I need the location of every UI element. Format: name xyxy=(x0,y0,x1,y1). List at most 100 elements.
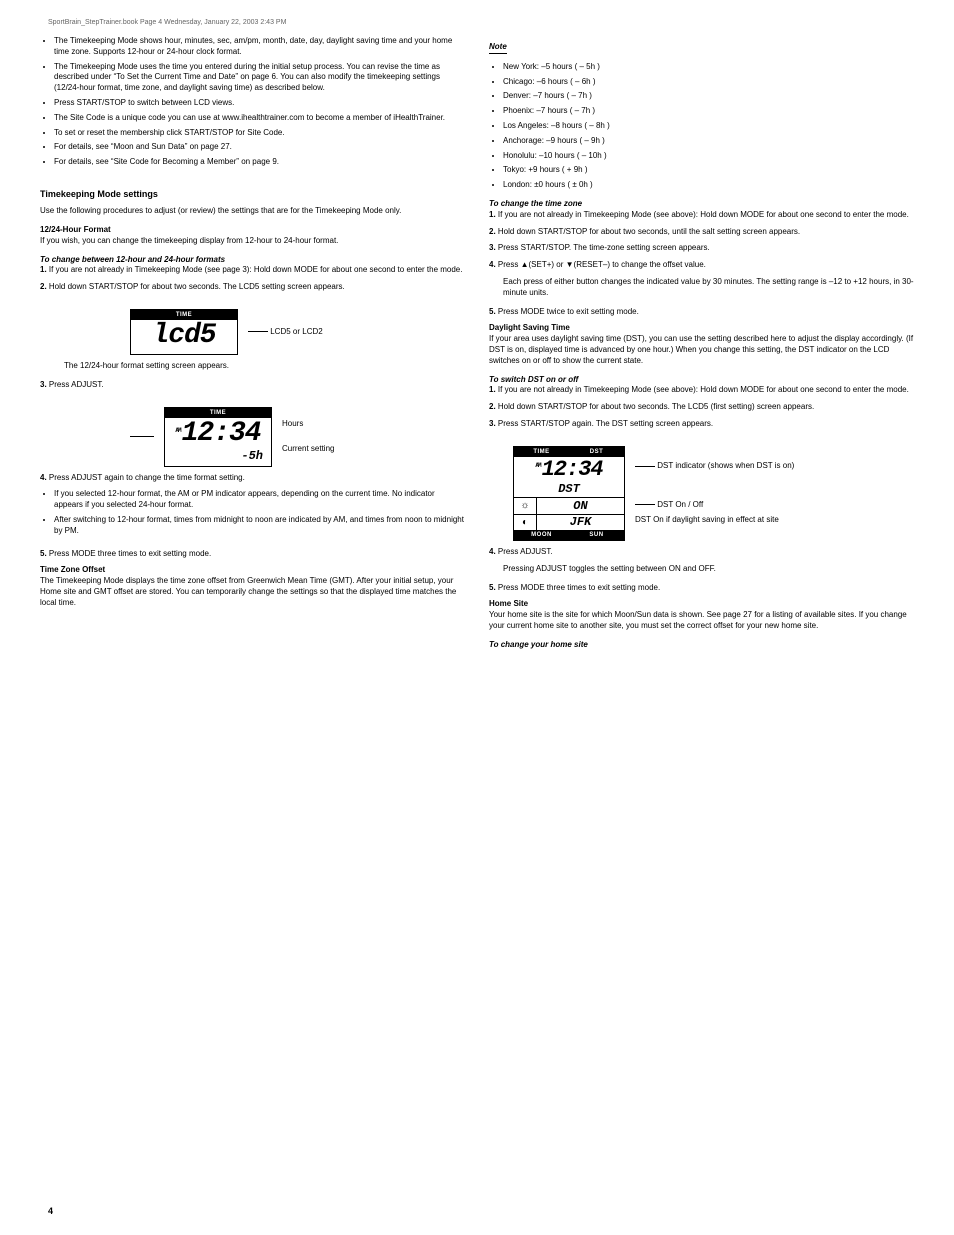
tz-list: New York: –5 hours ( – 5h ) Chicago: –6 … xyxy=(489,62,914,191)
list-item: Denver: –7 hours ( – 7h ) xyxy=(503,91,914,102)
dst-heading: Daylight Saving Time xyxy=(489,323,914,334)
lcd-title-bar: TIME xyxy=(131,310,237,320)
step-3: 3. Press START/STOP again. The DST setti… xyxy=(489,419,914,430)
step-4: 4. Press ADJUST again to change the time… xyxy=(40,473,465,484)
intro-bullet-list: The Timekeeping Mode shows hour, minutes… xyxy=(40,36,465,172)
step-5: 5. Press MODE three times to exit settin… xyxy=(40,549,465,560)
step-1: 1. If you are not already in Timekeeping… xyxy=(489,210,914,221)
format-text: If you wish, you can change the timekeep… xyxy=(40,236,465,247)
lcd-offset: -5h xyxy=(241,450,263,462)
callout-dst-indicator: DST indicator (shows when DST is on) xyxy=(657,461,794,470)
right-column: Note New York: –5 hours ( – 5h ) Chicago… xyxy=(489,36,914,1215)
figure-note: The 12/24-hour format setting screen app… xyxy=(64,361,465,372)
step-3: 3. Press START/STOP. The time-zone setti… xyxy=(489,243,914,254)
running-header: SportBrain_StepTrainer.book Page 4 Wedne… xyxy=(48,18,286,27)
sun-icon: ☼ xyxy=(514,498,536,514)
step-4: 4. Press ▲(SET+) or ▼(RESET–) to change … xyxy=(489,260,914,271)
lcd-segments: lcd5 xyxy=(152,322,215,350)
format-proc-heading: To change between 12-hour and 24-hour fo… xyxy=(40,255,465,266)
step-text: Press MODE twice to exit setting mode. xyxy=(498,307,639,316)
lcd-display: TIME lcd5 xyxy=(130,309,238,355)
settings-intro: Use the following procedures to adjust (… xyxy=(40,206,465,217)
list-item: Chicago: –6 hours ( – 6h ) xyxy=(503,77,914,88)
step-2: 2. Hold down START/STOP for about two se… xyxy=(40,282,465,293)
tz-text: The Timekeeping Mode displays the time z… xyxy=(40,576,465,608)
list-item: If you selected 12-hour format, the AM o… xyxy=(54,489,465,511)
step-text: Press ADJUST again to change the time fo… xyxy=(49,473,245,482)
list-item: London: ±0 hours ( ± 0h ) xyxy=(503,180,914,191)
dst-proc-heading: To switch DST on or off xyxy=(489,375,914,386)
figure-lcd5: TIME lcd5 LCD5 or LCD2 xyxy=(130,309,465,355)
figure-callout-right: Hours Current setting xyxy=(282,419,334,455)
dst-toggle-note: Pressing ADJUST toggles the setting betw… xyxy=(503,564,914,575)
settings-heading: Timekeeping Mode settings xyxy=(40,188,465,200)
step-4: 4. Press ADJUST. xyxy=(489,547,914,558)
step-1: 1. If you are not already in Timekeeping… xyxy=(489,385,914,396)
list-item: Anchorage: –9 hours ( – 9h ) xyxy=(503,136,914,147)
tz-heading: Time Zone Offset xyxy=(40,565,465,576)
lcd-time: AM12:34 xyxy=(535,459,602,481)
step-3: 3. Press ADJUST. xyxy=(40,380,465,391)
lcd-title-bar: TIME DST xyxy=(514,447,624,457)
step-text: Press MODE three times to exit setting m… xyxy=(49,549,211,558)
format-heading: 12/24-Hour Format xyxy=(40,225,465,236)
step-text: Hold down START/STOP for about two secon… xyxy=(49,282,345,291)
list-item: For details, see “Moon and Sun Data” on … xyxy=(54,142,465,153)
list-item: For details, see “Site Code for Becoming… xyxy=(54,157,465,168)
list-item: Tokyo: +9 hours ( + 9h ) xyxy=(503,165,914,176)
step-text: If you are not already in Timekeeping Mo… xyxy=(49,265,463,274)
dst-state: ON xyxy=(537,498,624,514)
step-text: Press START/STOP again. The DST setting … xyxy=(498,419,713,428)
lcd-display: TIME DST AM12:34 DST ☼ ◐ ON JFK xyxy=(513,446,625,541)
list-item: Phoenix: –7 hours ( – 7h ) xyxy=(503,106,914,117)
moon-icon: ◐ xyxy=(514,514,536,530)
figure-dst: TIME DST AM12:34 DST ☼ ◐ ON JFK xyxy=(513,446,914,541)
site-code: JFK xyxy=(537,514,624,530)
tz-proc-heading: To change the time zone xyxy=(489,199,914,210)
list-item: Los Angeles: –8 hours ( – 8h ) xyxy=(503,121,914,132)
figure-time-offset: TIME AM12:34 -5h Hours Current setting xyxy=(130,407,465,467)
figure-callouts: DST indicator (shows when DST is on) DST… xyxy=(635,461,794,525)
step-text: Hold down START/STOP for about two secon… xyxy=(498,402,814,411)
step-1: 1. If you are not already in Timekeeping… xyxy=(40,265,465,276)
step-5: 5. Press MODE twice to exit setting mode… xyxy=(489,307,914,318)
home-heading: Home Site xyxy=(489,599,914,610)
list-item: New York: –5 hours ( – 5h ) xyxy=(503,62,914,73)
lcd-time: AM12:34 xyxy=(175,420,260,448)
lcd-sub: DST xyxy=(558,483,580,495)
step-text: Press ADJUST. xyxy=(498,547,553,556)
callout-dst-site: DST On if daylight saving in effect at s… xyxy=(635,515,779,524)
step-text: Press START/STOP. The time-zone setting … xyxy=(498,243,710,252)
callout-dst-onoff: DST On / Off xyxy=(657,500,703,509)
left-column: The Timekeeping Mode shows hour, minutes… xyxy=(40,36,465,1215)
list-item: The Site Code is a unique code you can u… xyxy=(54,113,465,124)
tz-offset-info: Each press of either button changes the … xyxy=(503,277,914,299)
lcd-title-bar: TIME xyxy=(165,408,271,418)
lcd-lower-panel: ☼ ◐ ON JFK xyxy=(514,497,624,530)
list-item: Press START/STOP to switch between LCD v… xyxy=(54,98,465,109)
list-item: The Timekeeping Mode uses the time you e… xyxy=(54,62,465,94)
step-text: Hold down START/STOP for about two secon… xyxy=(498,227,800,236)
step-2: 2. Hold down START/STOP for about two se… xyxy=(489,227,914,238)
dst-text: If your area uses daylight saving time (… xyxy=(489,334,914,366)
home-text: Your home site is the site for which Moo… xyxy=(489,610,914,632)
note-heading: Note xyxy=(489,42,507,54)
step-text: If you are not already in Timekeeping Mo… xyxy=(498,210,909,219)
page-number: 4 xyxy=(48,1205,53,1217)
figure-callout-right: LCD5 or LCD2 xyxy=(248,327,323,338)
note-block: Note New York: –5 hours ( – 5h ) Chicago… xyxy=(489,42,914,199)
lcd-display: TIME AM12:34 -5h xyxy=(164,407,272,467)
step-text: Press ADJUST. xyxy=(49,380,104,389)
format-notes-list: If you selected 12-hour format, the AM o… xyxy=(40,489,465,540)
step-text: Press MODE three times to exit setting m… xyxy=(498,583,660,592)
lcd-bottom-bar: MOON SUN xyxy=(514,530,624,540)
list-item: The Timekeeping Mode shows hour, minutes… xyxy=(54,36,465,58)
list-item: Honolulu: –10 hours ( – 10h ) xyxy=(503,151,914,162)
list-item: To set or reset the membership click STA… xyxy=(54,128,465,139)
list-item: After switching to 12-hour format, times… xyxy=(54,515,465,537)
step-5: 5. Press MODE three times to exit settin… xyxy=(489,583,914,594)
step-text: Press ▲(SET+) or ▼(RESET–) to change the… xyxy=(498,260,706,269)
home-proc-heading: To change your home site xyxy=(489,640,914,651)
step-text: If you are not already in Timekeeping Mo… xyxy=(498,385,909,394)
step-2: 2. Hold down START/STOP for about two se… xyxy=(489,402,914,413)
